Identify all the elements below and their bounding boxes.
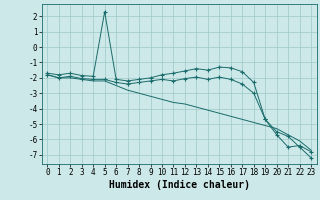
X-axis label: Humidex (Indice chaleur): Humidex (Indice chaleur) <box>109 180 250 190</box>
